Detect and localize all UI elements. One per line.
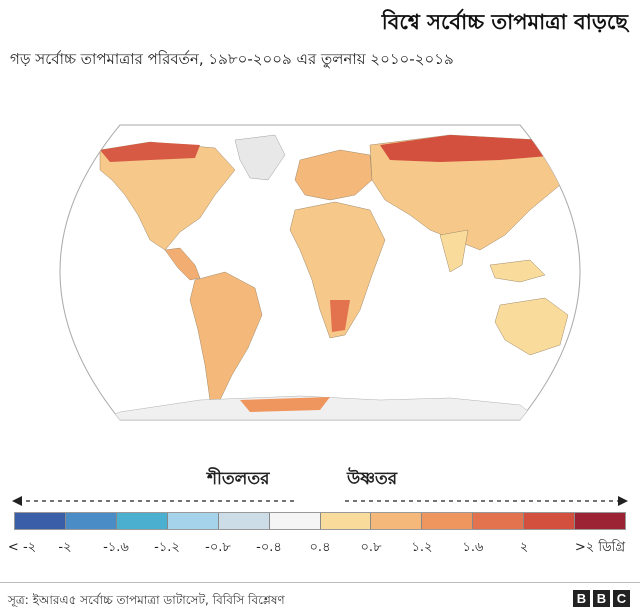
greenland xyxy=(234,134,286,181)
north-america-arctic xyxy=(100,142,200,162)
scale-tick-label: >২ ডিগ্রি xyxy=(574,540,626,555)
scale-swatch xyxy=(422,513,474,529)
scale-tick-labels: < -২ -২ -১.৬ -১.২ -০.৮ -০.৪ ০.৪ ০.৮ ১.২ ১.৬ ২ >২ ডি… xyxy=(0,538,640,558)
south-america xyxy=(189,271,263,401)
north-america xyxy=(99,141,236,251)
scale-tick-label: -২ xyxy=(58,540,72,555)
world-map-svg xyxy=(59,124,581,421)
world-map xyxy=(0,100,640,440)
scale-swatch xyxy=(371,513,423,529)
india xyxy=(439,229,469,273)
scale-swatch xyxy=(320,513,372,529)
scale-swatch xyxy=(473,513,525,529)
central-america xyxy=(164,247,201,281)
warmer-label: উষ্ণতর xyxy=(347,469,398,489)
scale-swatch xyxy=(575,513,626,529)
southeast-asia xyxy=(489,259,546,283)
africa-south xyxy=(330,300,350,332)
scale-swatch xyxy=(218,513,270,529)
scale-tick-label: -১.২ xyxy=(154,540,180,555)
scale-tick-label: ১.৬ xyxy=(462,540,484,555)
bbc-logo-letter: B xyxy=(593,590,610,607)
page-subtitle: গড় সর্বোচ্চ তাপমাত্রার পরিবর্তন, ১৯৮০-২… xyxy=(10,50,454,68)
scale-tick-label: -০.৮ xyxy=(205,540,231,555)
australia xyxy=(494,297,569,356)
asia-north xyxy=(380,135,560,162)
scale-swatch xyxy=(15,513,66,529)
scale-swatch xyxy=(524,513,576,529)
cooler-label: শীতলতর xyxy=(207,469,270,489)
scale-swatch xyxy=(167,513,219,529)
scale-tick-label: -১.৬ xyxy=(103,540,129,555)
scale-swatch xyxy=(116,513,168,529)
page-title: বিশ্বে সর্বোচ্চ তাপমাত্রা বাড়ছে xyxy=(381,10,628,34)
scale-swatch xyxy=(269,513,321,529)
scale-tick-label: ০.৪ xyxy=(309,540,331,555)
africa xyxy=(289,201,386,339)
europe xyxy=(294,149,373,201)
legend-headers: শীতলতর উষ্ণতর xyxy=(0,466,640,494)
scale-tick-label: ০.৮ xyxy=(360,540,382,555)
scale-swatch xyxy=(65,513,117,529)
scale-tick-label: -০.৪ xyxy=(256,540,282,555)
bbc-logo-letter: C xyxy=(613,590,630,607)
scale-tick-label: ১.২ xyxy=(411,540,433,555)
bbc-logo-letter: B xyxy=(573,590,590,607)
footer-divider xyxy=(0,582,640,583)
scale-tick-label: < -২ xyxy=(7,540,37,555)
new-zealand xyxy=(575,339,580,367)
antarctica-warm xyxy=(240,397,330,412)
color-scale xyxy=(14,512,626,530)
cooler-arrow-head xyxy=(12,496,22,506)
warmer-arrow-head xyxy=(618,496,628,506)
legend-arrows xyxy=(12,496,628,506)
bbc-logo: B B C xyxy=(573,590,630,607)
source-text: সূত্র: ইআরএ৫ সর্বোচ্চ তাপমাত্রা ডাটাসেট,… xyxy=(8,593,285,607)
scale-tick-label: ২ xyxy=(519,540,529,555)
